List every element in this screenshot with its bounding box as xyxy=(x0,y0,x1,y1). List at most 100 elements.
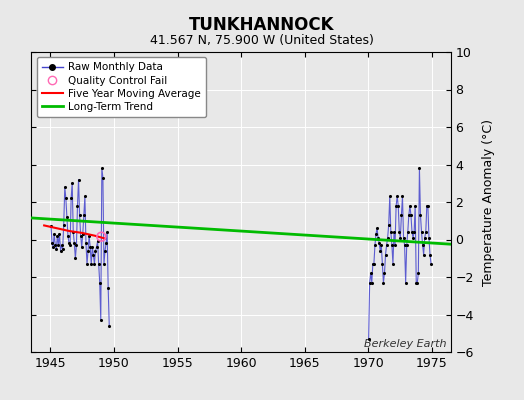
Point xyxy=(64,232,72,239)
Point xyxy=(105,322,113,329)
Point xyxy=(51,242,59,248)
Point xyxy=(422,229,430,235)
Point xyxy=(59,246,67,252)
Point xyxy=(88,244,96,250)
Point xyxy=(399,234,408,241)
Point xyxy=(80,212,88,218)
Point xyxy=(84,248,92,254)
Point xyxy=(423,202,431,209)
Point xyxy=(100,261,108,267)
Point xyxy=(394,202,402,209)
Point xyxy=(62,195,70,202)
Point xyxy=(368,280,376,286)
Point xyxy=(82,240,90,246)
Point xyxy=(99,174,107,181)
Point xyxy=(415,165,423,172)
Point xyxy=(60,221,68,228)
Point xyxy=(408,229,416,235)
Point xyxy=(70,240,79,246)
Point xyxy=(72,242,81,248)
Point xyxy=(377,242,386,248)
Point xyxy=(379,280,388,286)
Point xyxy=(417,229,425,235)
Point xyxy=(407,212,415,218)
Point xyxy=(409,234,417,241)
Point xyxy=(97,234,105,240)
Point xyxy=(96,317,105,323)
Point xyxy=(66,242,74,248)
Point xyxy=(374,234,383,241)
Point xyxy=(83,261,91,267)
Point xyxy=(392,202,400,209)
Point xyxy=(101,248,109,254)
Point xyxy=(50,231,58,237)
Point xyxy=(104,285,112,292)
Point xyxy=(413,280,421,286)
Point xyxy=(92,244,101,250)
Point xyxy=(75,212,84,218)
Point xyxy=(79,231,87,237)
Point xyxy=(406,202,414,209)
Point xyxy=(378,261,387,267)
Point xyxy=(56,231,64,237)
Point xyxy=(393,193,401,200)
Point xyxy=(400,242,409,248)
Point xyxy=(90,261,99,267)
Point xyxy=(48,240,56,246)
Point xyxy=(93,238,102,244)
Point xyxy=(396,234,405,241)
Point xyxy=(86,244,94,250)
Point xyxy=(426,251,434,258)
Point xyxy=(364,336,373,342)
Point xyxy=(395,229,403,235)
Point xyxy=(397,212,406,218)
Point xyxy=(81,193,89,200)
Point xyxy=(369,261,377,267)
Point xyxy=(47,223,55,230)
Point xyxy=(385,221,393,228)
Point xyxy=(78,244,86,250)
Point xyxy=(102,240,110,246)
Point xyxy=(103,229,111,235)
Point xyxy=(91,248,100,254)
Point xyxy=(67,195,75,202)
Point xyxy=(419,251,428,258)
Point xyxy=(73,202,82,209)
Point xyxy=(386,193,394,200)
Point xyxy=(68,180,77,186)
Point xyxy=(425,234,433,241)
Point xyxy=(380,270,389,276)
Point xyxy=(402,242,411,248)
Point xyxy=(403,229,412,235)
Point xyxy=(414,270,422,276)
Point xyxy=(95,280,104,286)
Point xyxy=(376,248,385,254)
Point xyxy=(384,234,392,241)
Point xyxy=(87,261,95,267)
Point xyxy=(89,251,97,258)
Point xyxy=(61,184,69,190)
Point xyxy=(370,261,378,267)
Point xyxy=(365,280,374,286)
Point xyxy=(85,232,93,239)
Legend: Raw Monthly Data, Quality Control Fail, Five Year Moving Average, Long-Term Tren: Raw Monthly Data, Quality Control Fail, … xyxy=(37,57,206,117)
Point xyxy=(58,242,66,248)
Y-axis label: Temperature Anomaly (°C): Temperature Anomaly (°C) xyxy=(482,118,495,286)
Point xyxy=(372,231,380,237)
Point xyxy=(94,261,103,267)
Point xyxy=(391,242,399,248)
Point xyxy=(412,280,420,286)
Point xyxy=(383,242,391,248)
Point xyxy=(71,255,80,262)
Point xyxy=(381,251,390,258)
Point xyxy=(398,193,407,200)
Point xyxy=(74,176,83,183)
Point xyxy=(52,246,60,252)
Point xyxy=(371,242,379,248)
Point xyxy=(77,232,85,239)
Point xyxy=(388,242,396,248)
Point xyxy=(63,214,71,220)
Point xyxy=(424,202,432,209)
Point xyxy=(411,202,419,209)
Text: 41.567 N, 75.900 W (United States): 41.567 N, 75.900 W (United States) xyxy=(150,34,374,47)
